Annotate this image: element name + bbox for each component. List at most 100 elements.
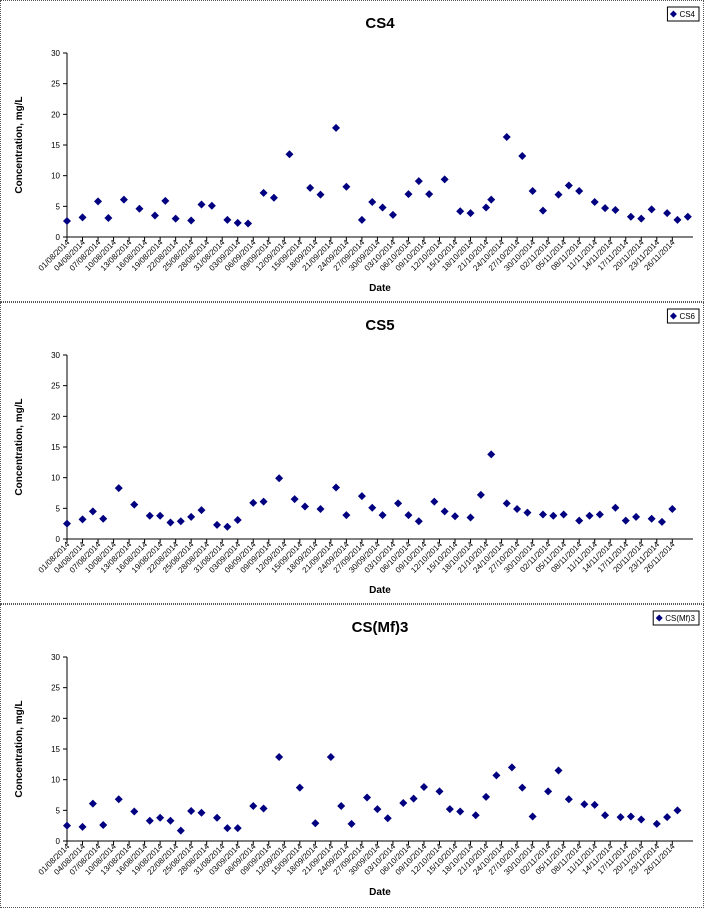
data-point — [197, 506, 206, 515]
chart-title: CS4 — [365, 15, 395, 32]
data-point — [166, 816, 175, 825]
data-point — [275, 752, 284, 761]
data-point — [595, 510, 604, 519]
data-point — [342, 511, 351, 520]
data-point — [528, 187, 537, 195]
data-point — [637, 214, 646, 223]
data-point — [487, 450, 496, 459]
legend-box — [652, 610, 700, 626]
series-cs4 — [63, 123, 692, 228]
data-point — [187, 216, 196, 225]
y-tick-label: 25 — [51, 684, 60, 693]
data-point — [150, 211, 159, 220]
data-point — [285, 150, 294, 159]
data-point — [466, 209, 475, 218]
data-point — [616, 813, 625, 822]
data-point — [409, 794, 418, 803]
data-point — [187, 806, 196, 815]
data-point — [652, 819, 661, 828]
y-tick-label: 20 — [51, 714, 60, 723]
data-point — [207, 201, 216, 210]
y-tick-label: 15 — [51, 443, 60, 452]
y-tick-label: 0 — [56, 535, 61, 544]
data-point — [414, 177, 423, 186]
data-point — [585, 511, 594, 520]
data-point — [378, 511, 387, 520]
y-tick-label: 25 — [51, 382, 60, 391]
data-point — [63, 217, 71, 226]
data-point — [668, 504, 677, 513]
legend: CS(Mf)3 — [652, 610, 700, 626]
data-point — [482, 203, 491, 212]
data-point — [404, 190, 413, 199]
data-point — [451, 512, 460, 521]
y-axis-label: Concentration, mg/L — [14, 96, 25, 193]
y-tick-label: 15 — [51, 141, 60, 150]
chart-title: CS(Mf)3 — [352, 619, 409, 636]
data-point — [657, 517, 666, 526]
y-axis-label: Concentration, mg/L — [14, 398, 25, 495]
data-point — [223, 824, 232, 833]
data-point — [342, 182, 351, 191]
data-point — [332, 123, 341, 132]
data-point — [78, 515, 87, 524]
legend-label: CS4 — [679, 10, 695, 19]
data-point — [259, 188, 268, 197]
data-point — [249, 498, 258, 507]
y-tick-label: 30 — [51, 351, 60, 360]
y-tick-label: 0 — [56, 233, 61, 242]
data-point — [544, 787, 553, 796]
data-point — [399, 798, 408, 807]
data-point — [311, 819, 320, 828]
chart-svg-csmf3: CS(Mf)3CS(Mf)305101520253001/08/201404/0… — [14, 610, 700, 898]
data-point — [130, 807, 139, 816]
data-point — [456, 207, 465, 216]
data-point — [213, 520, 222, 529]
data-point — [114, 795, 123, 804]
data-point — [559, 510, 568, 519]
data-point — [130, 500, 139, 509]
chart-panel-cs5: CS5 CS6 0 5 10 15 20 25 30 01/08/2014 04/08/2014 07… — [0, 302, 704, 604]
data-point — [357, 215, 366, 224]
data-point — [575, 187, 584, 195]
chart-svg-cs4: CS4CS405101520253001/08/201404/08/201407… — [14, 6, 700, 294]
y-axis-label: Concentration, mg/L — [14, 700, 25, 797]
data-point — [507, 763, 516, 772]
data-point — [244, 219, 253, 228]
data-point — [621, 516, 630, 525]
x-axis-label: Date — [369, 887, 391, 898]
data-point — [99, 821, 108, 830]
data-point — [440, 507, 449, 516]
data-point — [300, 502, 309, 511]
data-point — [632, 512, 641, 521]
data-point — [611, 503, 620, 512]
data-point — [156, 511, 165, 520]
data-point — [549, 511, 558, 520]
y-tick-label: 10 — [51, 776, 60, 785]
y-tick-label: 20 — [51, 412, 60, 421]
data-point — [78, 822, 87, 831]
data-point — [430, 497, 439, 506]
y-tick-label: 10 — [51, 474, 60, 483]
data-point — [683, 212, 692, 221]
data-point — [104, 213, 113, 222]
y-tick-label: 5 — [56, 504, 61, 513]
series-cs5 — [63, 450, 677, 531]
data-point — [580, 800, 589, 809]
data-point — [316, 504, 325, 513]
legend-marker — [669, 312, 677, 320]
data-point — [492, 771, 501, 780]
data-point — [471, 811, 480, 820]
data-point — [363, 793, 372, 802]
data-point — [233, 515, 242, 524]
data-point — [388, 210, 397, 219]
data-point — [425, 190, 434, 199]
data-point — [611, 206, 620, 215]
data-point — [487, 195, 496, 204]
data-point — [440, 175, 449, 184]
data-point — [88, 799, 97, 808]
data-point — [275, 474, 284, 483]
data-point — [466, 513, 475, 522]
chart-svg-cs5: CS5CS605101520253001/08/201404/08/201407… — [14, 308, 700, 596]
data-point — [176, 826, 185, 835]
